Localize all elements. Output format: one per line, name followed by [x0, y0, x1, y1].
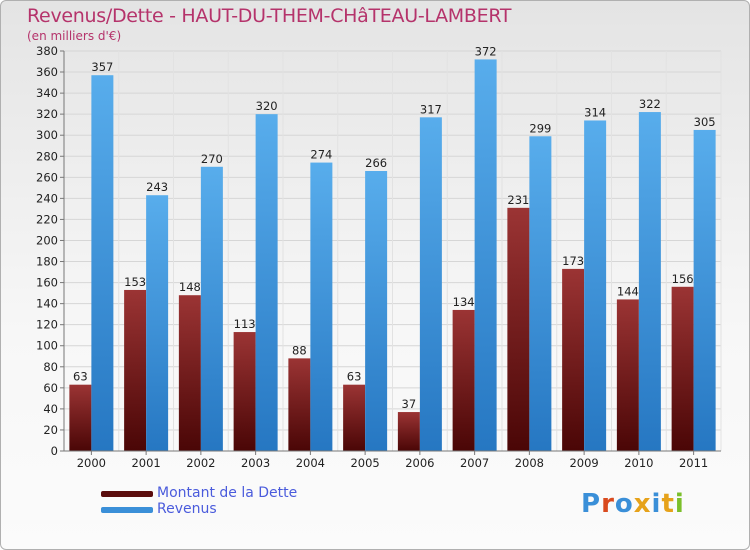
x-tick-label: 2001 — [131, 456, 160, 470]
bar-dette — [616, 299, 639, 451]
data-label-revenus: 266 — [365, 156, 387, 170]
data-label-dette: 156 — [672, 272, 694, 286]
data-label-revenus: 299 — [529, 121, 551, 135]
legend-swatch-revenus — [101, 507, 153, 513]
x-tick-label: 2002 — [186, 456, 215, 470]
y-tick-label: 180 — [36, 255, 58, 269]
data-label-dette: 173 — [562, 254, 584, 268]
bar-revenus — [310, 162, 333, 451]
data-label-revenus: 320 — [256, 99, 278, 113]
bar-revenus — [91, 75, 114, 452]
x-axis: 2000 2001 2002 2003 2004 2005 2006 2007 2008 2009… — [64, 450, 721, 470]
bar-revenus — [365, 171, 388, 451]
y-tick-label: 200 — [36, 233, 58, 247]
x-tick-label: 2005 — [350, 456, 379, 470]
y-tick-label: 160 — [36, 276, 58, 290]
bars: 63 357 153 243 148 270 113 320 88 274 63 266 37 317 13… — [69, 44, 716, 452]
bar-dette — [69, 384, 92, 451]
legend-label-dette: Montant de la Dette — [157, 485, 298, 501]
data-label-revenus: 357 — [91, 60, 113, 74]
data-label-dette: 231 — [507, 193, 529, 207]
bar-revenus — [200, 166, 223, 451]
bar-dette — [124, 289, 147, 451]
data-label-dette: 63 — [347, 370, 362, 384]
y-tick-label: 260 — [36, 170, 58, 184]
bar-dette — [507, 207, 530, 451]
data-label-revenus: 305 — [694, 115, 716, 129]
bar-revenus — [638, 112, 661, 451]
data-label-dette: 113 — [234, 317, 256, 331]
x-tick-label: 2008 — [515, 456, 544, 470]
y-tick-label: 240 — [36, 191, 58, 205]
data-label-revenus: 243 — [146, 180, 168, 194]
y-tick-label: 340 — [36, 86, 58, 100]
x-tick-label: 2004 — [296, 456, 325, 470]
y-axis: 0 20 40 60 80 100 120 140 160 180 200 220 240 260 280 3… — [36, 44, 65, 458]
y-tick-label: 220 — [36, 212, 58, 226]
data-label-dette: 134 — [453, 295, 475, 309]
bar-dette — [288, 358, 311, 451]
bar-dette — [178, 295, 201, 451]
bar-dette — [397, 412, 420, 451]
y-tick-label: 140 — [36, 297, 58, 311]
data-label-revenus: 314 — [584, 105, 606, 119]
x-tick-label: 2009 — [569, 456, 598, 470]
chart-title: Revenus/Dette - HAUT-DU-THEM-CHâTEAU-LAM… — [27, 5, 512, 27]
y-tick-label: 120 — [36, 318, 58, 332]
x-tick-label: 2007 — [460, 456, 489, 470]
data-label-dette: 88 — [292, 343, 307, 357]
bar-dette — [343, 384, 366, 451]
data-label-dette: 63 — [73, 370, 88, 384]
y-tick-label: 380 — [36, 44, 58, 58]
bar-dette — [452, 309, 475, 451]
x-tick-label: 2011 — [679, 456, 708, 470]
y-tick-label: 360 — [36, 65, 58, 79]
data-label-dette: 144 — [617, 284, 639, 298]
data-label-dette: 148 — [179, 280, 201, 294]
bar-dette — [562, 268, 585, 451]
x-tick-label: 2003 — [241, 456, 270, 470]
y-tick-label: 20 — [43, 423, 58, 437]
y-tick-label: 40 — [43, 402, 58, 416]
x-tick-label: 2010 — [624, 456, 653, 470]
x-tick-label: 2006 — [405, 456, 434, 470]
chart-subtitle: (en milliers d'€) — [27, 29, 122, 43]
legend-label-revenus: Revenus — [157, 501, 217, 517]
x-tick-label: 2000 — [77, 456, 106, 470]
bar-revenus — [146, 195, 169, 451]
data-label-revenus: 372 — [475, 44, 497, 58]
proxiti-logo: Proxiti — [581, 489, 685, 519]
grid-lines — [63, 50, 722, 452]
data-label-dette: 37 — [402, 397, 417, 411]
y-tick-label: 60 — [43, 381, 58, 395]
bar-revenus — [255, 114, 278, 451]
bar-revenus — [584, 120, 607, 451]
data-label-revenus: 317 — [420, 102, 442, 116]
legend-swatch-dette — [101, 491, 153, 497]
y-tick-label: 300 — [36, 128, 58, 142]
y-tick-label: 100 — [36, 339, 58, 353]
bar-dette — [233, 332, 256, 451]
data-label-dette: 153 — [124, 275, 146, 289]
y-tick-label: 0 — [51, 444, 58, 458]
data-label-revenus: 270 — [201, 152, 223, 166]
y-tick-label: 280 — [36, 149, 58, 163]
bar-revenus — [693, 129, 716, 451]
data-label-revenus: 274 — [310, 148, 332, 162]
y-tick-label: 80 — [43, 360, 58, 374]
bar-dette — [671, 286, 694, 451]
bar-revenus — [529, 136, 552, 451]
bar-revenus — [419, 117, 442, 451]
bar-revenus — [474, 59, 497, 451]
data-label-revenus: 322 — [639, 97, 661, 111]
y-tick-label: 320 — [36, 107, 58, 121]
